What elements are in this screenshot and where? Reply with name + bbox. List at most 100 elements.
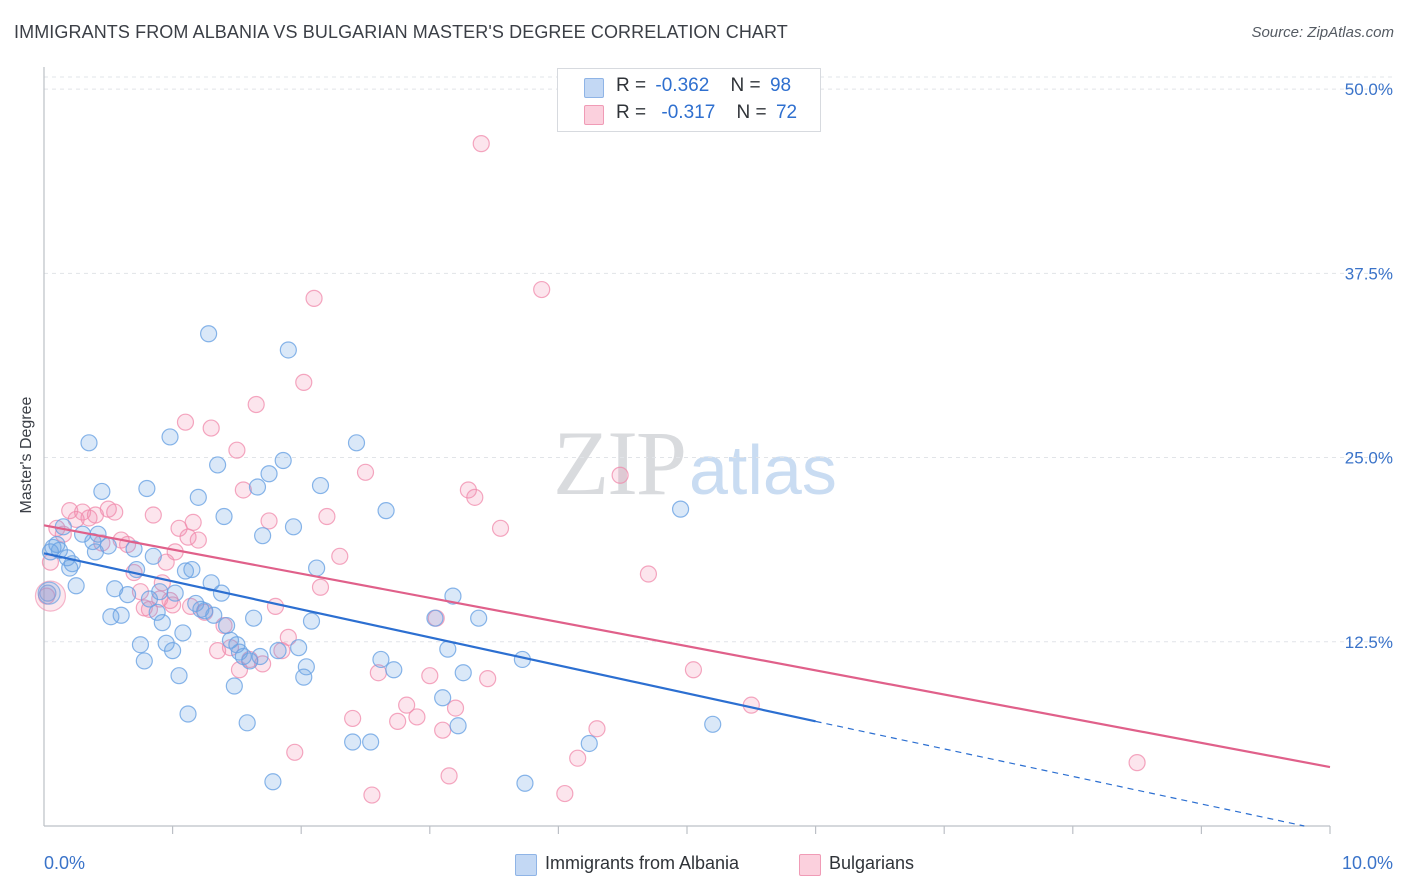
- bulgarians-point: [434, 721, 452, 739]
- albania-point: [260, 465, 278, 483]
- albania-point: [205, 606, 223, 624]
- albania-point: [189, 488, 207, 506]
- bulgarians-point: [202, 419, 220, 437]
- albania-point: [297, 658, 315, 676]
- albania-point: [290, 639, 308, 657]
- bulgarians-point: [533, 280, 551, 299]
- bulgarians-point: [398, 696, 416, 714]
- legend-n-value-bulgarians: 72: [775, 102, 798, 123]
- albania-point: [295, 668, 313, 686]
- chart-title: IMMIGRANTS FROM ALBANIA VS BULGARIAN MAS…: [14, 22, 788, 42]
- legend-swatch-albania: [584, 78, 604, 98]
- bulgarians-point: [34, 580, 67, 612]
- albania-point: [248, 478, 267, 496]
- bulgarians-point: [389, 712, 407, 730]
- watermark: ZIPatlas: [553, 410, 837, 516]
- bulgarians-point: [247, 395, 265, 414]
- y-tick-label: 25.0%: [1345, 449, 1393, 468]
- legend-r-label: R =: [616, 75, 647, 96]
- bulgarians-point: [189, 531, 207, 549]
- bulgarians-point: [234, 481, 252, 499]
- albania-point: [671, 500, 690, 518]
- albania-point: [254, 527, 272, 545]
- albania-point: [39, 584, 57, 602]
- x-tick-label: 10.0%: [1342, 853, 1393, 873]
- bulgarians-point: [331, 547, 349, 565]
- albania-point: [308, 559, 326, 577]
- bulgarians-point: [1128, 754, 1146, 772]
- bulgarians-point: [588, 720, 606, 738]
- source-label: Source: ZipAtlas.com: [1251, 24, 1394, 41]
- bulgarians-point: [228, 441, 246, 459]
- albania-point: [135, 652, 153, 670]
- albania-point: [174, 624, 192, 642]
- albania-point: [344, 733, 362, 751]
- bulgarians-point: [491, 519, 510, 537]
- bulgarians-point: [639, 565, 658, 583]
- bulgarians-point: [106, 503, 124, 521]
- bulgarians-point: [611, 466, 629, 484]
- albania-point: [377, 502, 395, 520]
- bulgarians-point: [286, 743, 304, 761]
- albania-point: [279, 341, 297, 359]
- bulgarians-point: [295, 373, 313, 391]
- bulgarians-point: [318, 507, 336, 526]
- watermark-atlas: atlas: [689, 431, 837, 509]
- albania-point: [112, 606, 130, 624]
- legend-n-value-albania: 98: [769, 75, 792, 96]
- albania-point: [80, 434, 98, 452]
- bulgarians-point: [556, 784, 574, 803]
- albania-point: [426, 609, 444, 627]
- bulgarians-point: [61, 502, 79, 520]
- albania-trend-line-extension: [815, 720, 1305, 827]
- bulgarians-point: [440, 767, 458, 785]
- x-tick-label: 0.0%: [44, 853, 85, 873]
- albania-point: [372, 650, 390, 669]
- albania-point: [125, 540, 143, 558]
- albania-point: [362, 733, 380, 751]
- albania-point: [269, 642, 287, 660]
- albania-point: [516, 774, 534, 792]
- albania-point: [153, 614, 171, 632]
- legend-swatch-bulgarians: [584, 105, 604, 125]
- albania-point: [118, 586, 137, 604]
- albania-point: [225, 677, 243, 695]
- albania-point: [218, 616, 236, 635]
- albania-point: [264, 773, 282, 791]
- bottom-legend-swatch-bulgarians: [799, 854, 821, 876]
- albania-point: [200, 325, 218, 343]
- bulgarians-point: [479, 670, 497, 688]
- albania-point: [166, 584, 184, 602]
- albania-point: [37, 581, 61, 605]
- bulgarians-point: [569, 749, 587, 767]
- bulgarians-point: [344, 709, 362, 728]
- albania-point: [454, 664, 472, 682]
- albania-point: [385, 661, 403, 679]
- y-tick-label: 50.0%: [1345, 80, 1393, 99]
- albania-point: [179, 705, 197, 723]
- albania-point: [444, 587, 462, 605]
- albania-point: [302, 612, 321, 630]
- bottom-legend-swatch-albania: [515, 854, 537, 876]
- albania-point: [580, 734, 598, 753]
- bulgarians-point: [144, 506, 162, 524]
- albania-point: [274, 451, 292, 470]
- bulgarians-point: [446, 699, 465, 717]
- albania-point: [704, 715, 722, 733]
- albania-point: [209, 456, 227, 474]
- albania-trend-line: [43, 552, 816, 723]
- albania-point: [284, 518, 303, 536]
- bulgarians-point: [363, 786, 381, 804]
- bulgarians-point: [684, 661, 703, 679]
- albania-point: [449, 717, 467, 735]
- legend-n-label: N =: [736, 102, 767, 123]
- bulgarians-point: [421, 667, 439, 685]
- bulgarians-point: [356, 463, 375, 481]
- albania-point: [238, 714, 256, 732]
- albania-point: [67, 577, 85, 595]
- legend-r-value-bulgarians: -0.317: [661, 102, 716, 123]
- bulgarians-point: [209, 642, 227, 660]
- albania-point: [148, 603, 166, 621]
- y-tick-label: 37.5%: [1345, 264, 1393, 283]
